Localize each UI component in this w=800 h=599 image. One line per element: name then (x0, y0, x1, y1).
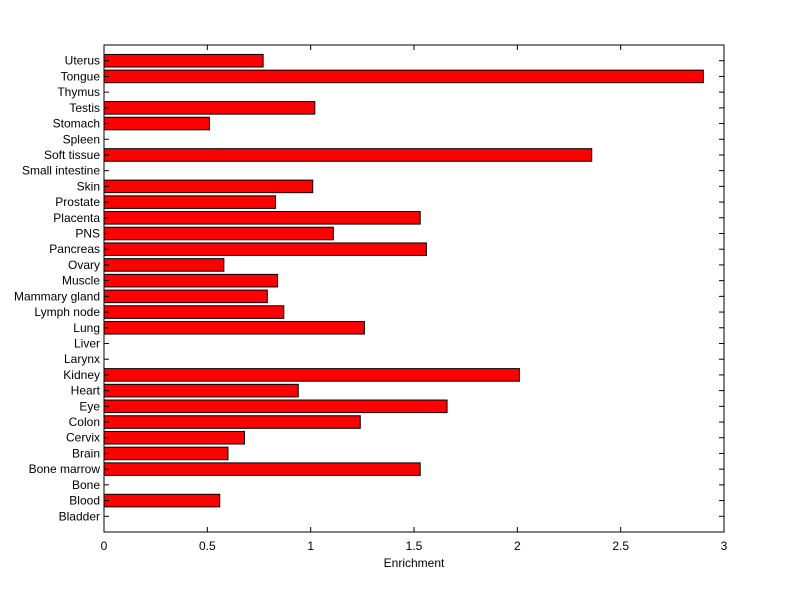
bar-muscle (103, 273, 279, 288)
x-tick-label: 3 (721, 539, 728, 553)
y-tick-label: Larynx (64, 352, 100, 366)
y-tick-label: Blood (69, 494, 100, 508)
bar-placenta (103, 211, 421, 225)
y-tick-label: Placenta (53, 211, 100, 225)
bar-bone-marrow (103, 462, 421, 476)
y-tick-label: Heart (71, 384, 101, 398)
bar-blood (103, 493, 221, 508)
x-tick-label: 1 (307, 539, 314, 553)
bar-mammary-gland (103, 289, 268, 304)
y-tick-label: Cervix (66, 431, 100, 445)
bar-brain (103, 446, 229, 461)
bar-kidney (103, 368, 520, 382)
bar-skin (103, 179, 314, 194)
x-tick-label: 2.5 (612, 539, 629, 553)
bar-eye (103, 399, 448, 414)
bar-cervix (103, 430, 246, 445)
y-tick-label: Colon (69, 415, 100, 429)
bar-soft-tissue (103, 148, 593, 162)
y-tick-label: Tongue (61, 69, 101, 83)
y-tick-label: Bone (72, 478, 100, 492)
bar-colon (103, 415, 361, 429)
y-tick-label: Soft tissue (44, 148, 100, 162)
bar-lymph-node (103, 305, 285, 319)
y-tick-label: Liver (74, 336, 100, 350)
y-tick-label: Skin (77, 179, 100, 193)
y-tick-label: Lung (73, 321, 100, 335)
plot-frame (103, 44, 725, 533)
bar-stomach (103, 116, 210, 131)
y-tick-label: Ovary (68, 258, 100, 272)
bar-uterus (103, 53, 264, 68)
x-axis-label: Enrichment (384, 556, 445, 570)
bar-heart (103, 383, 299, 398)
y-tick-label: Testis (69, 101, 100, 115)
bar-prostate (103, 195, 277, 209)
y-tick-label: Prostate (55, 195, 100, 209)
x-tick-label: 2 (514, 539, 521, 553)
bar-testis (103, 101, 316, 115)
y-tick-label: Bladder (59, 509, 100, 523)
y-tick-label: Small intestine (22, 164, 100, 178)
bar-pancreas (103, 242, 427, 257)
y-tick-label: Uterus (65, 54, 100, 68)
y-tick-label: Kidney (63, 368, 100, 382)
y-tick-label: Muscle (62, 274, 100, 288)
y-tick-label: Bone marrow (29, 462, 101, 476)
bar-lung (103, 320, 365, 335)
y-tick-label: Spleen (63, 132, 100, 146)
y-tick-label: PNS (75, 227, 100, 241)
y-tick-label: Eye (79, 399, 100, 413)
y-tick-label: Thymus (57, 85, 100, 99)
bar-pns (103, 226, 334, 241)
x-tick-label: 1.5 (406, 539, 423, 553)
y-tick-label: Stomach (53, 117, 100, 131)
ticks-layer (103, 45, 725, 532)
y-tick-label: Brain (72, 446, 100, 460)
bar-ovary (103, 258, 225, 272)
y-tick-label: Mammary gland (14, 289, 100, 303)
bar-tongue (103, 69, 704, 84)
y-tick-label: Lymph node (34, 305, 100, 319)
x-tick-label: 0.5 (199, 539, 216, 553)
y-tick-label: Pancreas (49, 242, 100, 256)
x-tick-label: 0 (101, 539, 108, 553)
